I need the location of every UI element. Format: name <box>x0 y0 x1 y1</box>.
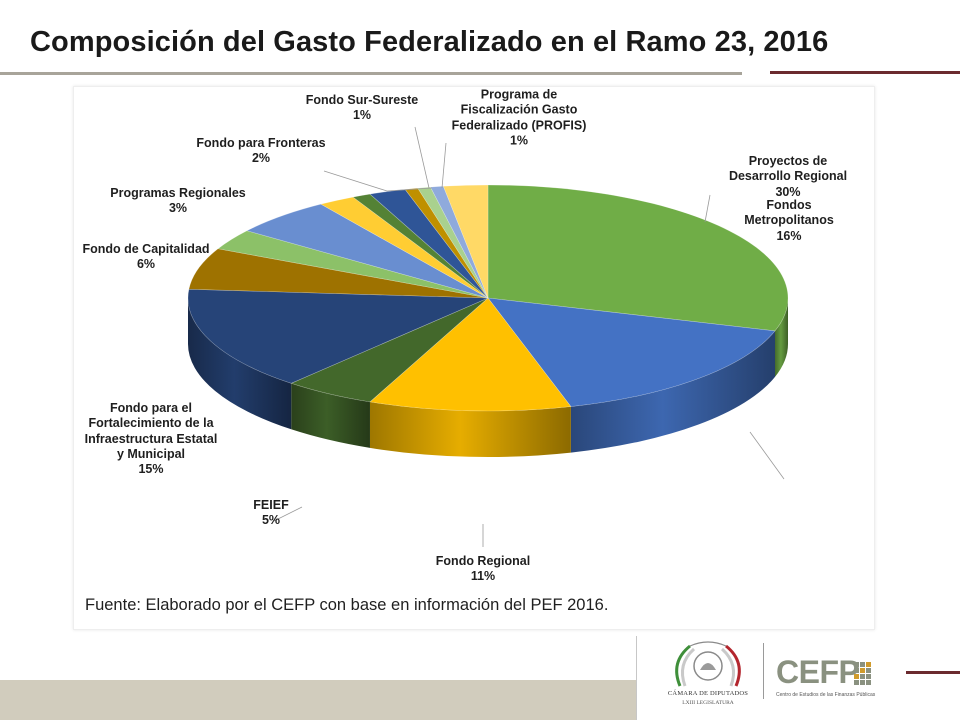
pie-side-1 <box>570 330 775 453</box>
pie-side-4 <box>188 298 292 430</box>
pie-slice-2 <box>369 297 572 412</box>
cefp-grid-icon <box>854 662 871 685</box>
leader-line-12 <box>441 142 447 189</box>
slice-value-label-3: 5% <box>261 513 281 527</box>
pie-chart-panel: Proyectos de Desarrollo Regional 30% Fondos… <box>73 86 875 630</box>
cefp-logo: CEFP Centro de Estudios de las Finanzas … <box>776 656 886 708</box>
slice-label-12: Programa de Fiscalización Gasto Federaliza… <box>451 87 587 148</box>
slice-value-label-6: 3% <box>168 201 188 215</box>
leader-line-3 <box>273 506 303 522</box>
pie-slice-3 <box>290 297 489 403</box>
leader-line-0 <box>704 194 711 223</box>
footer-band <box>0 680 636 720</box>
slice-value-label-5: 6% <box>136 257 156 271</box>
slice-label-11: Fondo Sur-Sureste 1% <box>305 92 419 122</box>
cefp-wordmark: CEFP <box>776 654 860 690</box>
title-accent-rule <box>770 71 960 74</box>
pie-slice-7 <box>246 203 489 299</box>
leader-line-10 <box>323 170 433 192</box>
pie-chart <box>187 126 789 547</box>
camara-logo-line1: CÁMARA DE DIPUTADOS <box>667 690 749 697</box>
camara-de-diputados-logo: CÁMARA DE DIPUTADOS LXIII LEGISLATURA <box>660 640 756 718</box>
pie-slice-4 <box>187 288 489 384</box>
slice-value-label-0: 30% <box>775 184 801 199</box>
pie-slice-8 <box>320 196 489 299</box>
pie-slice-5 <box>188 248 489 299</box>
title-divider <box>0 72 742 75</box>
pie-slice-1 <box>487 297 776 407</box>
slice-label-5: Fondo de Capitalidad 6% <box>82 241 210 271</box>
pie-side-0 <box>774 298 788 377</box>
slice-label-4: Fondo para el Fortalecimiento de la Infrae… <box>84 400 218 476</box>
slice-value-label-2: 11% <box>470 569 496 583</box>
slice-value-label-1: 16% <box>776 228 802 243</box>
logo-separator <box>763 643 764 699</box>
eagle-seal-icon <box>675 641 741 687</box>
source-note: Fuente: Elaborado por el CEFP con base e… <box>85 596 609 614</box>
slice-label-1: Fondos Metropolitanos 16% <box>744 198 834 243</box>
slice-label-3: FEIEF 5% <box>253 497 289 527</box>
slice-value-label-10: 2% <box>251 151 271 165</box>
pie-slice-12 <box>417 186 489 299</box>
slide-title: Composición del Gasto Federalizado en el… <box>30 26 829 58</box>
pie-slice-13 <box>430 185 489 299</box>
slice-label-0: Proyectos de Desarrollo Regional 30% <box>728 154 848 199</box>
slice-label-6: Programas Regionales 3% <box>110 185 246 215</box>
pie-slice-9 <box>352 193 489 299</box>
pie-slice-14 <box>442 184 489 299</box>
leader-line-1 <box>749 431 785 480</box>
pie-side-2 <box>369 401 571 457</box>
slice-value-label-11: 1% <box>352 108 372 122</box>
camara-logo-line2: LXIII LEGISLATURA <box>682 700 734 706</box>
slice-value-label-12: 1% <box>509 133 529 148</box>
slice-label-2: Fondo Regional 11% <box>435 553 531 583</box>
pie-slice-6 <box>217 230 489 299</box>
footer-accent-rule <box>906 671 960 674</box>
leader-line-11 <box>414 126 430 189</box>
footer-divider <box>636 636 637 720</box>
cefp-subtitle: Centro de Estudios de las Finanzas Públi… <box>776 692 876 698</box>
slice-label-10: Fondo para Fronteras 2% <box>196 135 326 165</box>
pie-slice-0 <box>487 184 789 332</box>
pie-side-3 <box>291 383 370 448</box>
slice-value-label-4: 15% <box>138 461 164 476</box>
